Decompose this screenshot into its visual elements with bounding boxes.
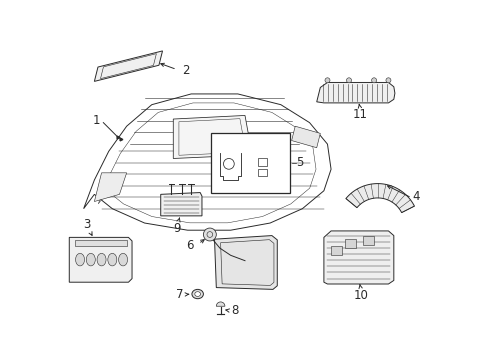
- Bar: [258, 168, 267, 176]
- Polygon shape: [292, 126, 320, 148]
- Wedge shape: [216, 302, 225, 306]
- Ellipse shape: [75, 253, 84, 266]
- Text: 10: 10: [354, 289, 369, 302]
- Circle shape: [386, 78, 391, 83]
- Bar: [331, 246, 342, 255]
- Ellipse shape: [195, 292, 200, 296]
- Circle shape: [346, 78, 351, 83]
- Text: 6: 6: [187, 239, 194, 252]
- Circle shape: [325, 78, 330, 83]
- Polygon shape: [215, 235, 277, 289]
- Ellipse shape: [192, 289, 203, 299]
- Text: 7: 7: [176, 288, 183, 301]
- Text: 4: 4: [413, 190, 420, 203]
- Circle shape: [203, 228, 216, 241]
- Ellipse shape: [86, 253, 95, 266]
- Polygon shape: [69, 237, 132, 282]
- Text: 1: 1: [93, 114, 100, 127]
- Ellipse shape: [97, 253, 106, 266]
- Bar: [211, 134, 290, 193]
- Bar: [364, 235, 374, 244]
- Polygon shape: [173, 116, 252, 158]
- Bar: [345, 239, 356, 248]
- Polygon shape: [161, 193, 202, 216]
- Bar: [245, 137, 270, 158]
- Bar: [213, 137, 238, 158]
- Text: 8: 8: [231, 305, 239, 318]
- Ellipse shape: [119, 253, 127, 266]
- Polygon shape: [95, 173, 126, 202]
- Text: 9: 9: [173, 222, 181, 235]
- Polygon shape: [95, 51, 163, 81]
- Text: 3: 3: [83, 218, 91, 231]
- Polygon shape: [324, 231, 394, 284]
- Polygon shape: [317, 82, 395, 103]
- Polygon shape: [346, 184, 415, 213]
- Bar: [74, 240, 126, 246]
- Bar: [258, 158, 267, 166]
- Circle shape: [371, 78, 377, 83]
- Text: 11: 11: [353, 108, 368, 121]
- Text: 2: 2: [182, 64, 190, 77]
- Text: 5: 5: [296, 156, 303, 169]
- Ellipse shape: [108, 253, 117, 266]
